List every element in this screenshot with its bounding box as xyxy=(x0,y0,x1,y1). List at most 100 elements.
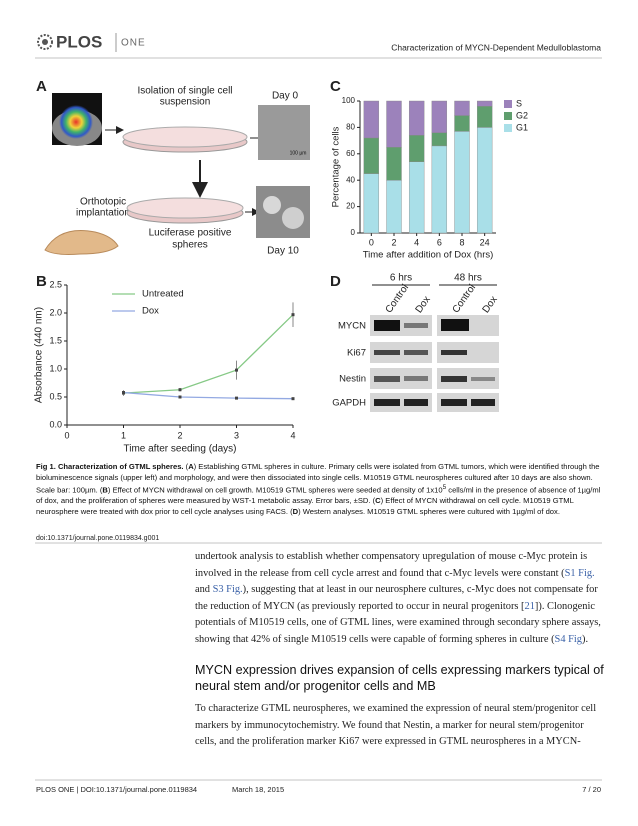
x-tick-label: 2 xyxy=(391,237,396,247)
x-tick-label: 3 xyxy=(234,430,239,440)
lane-label: Control xyxy=(384,283,412,316)
y-tick-label: 40 xyxy=(346,175,355,184)
x-tick-label: 4 xyxy=(290,430,295,440)
legend-swatch xyxy=(504,112,512,120)
legend-label: Untreated xyxy=(142,289,184,300)
x-tick-label: 6 xyxy=(437,237,442,247)
data-point xyxy=(178,395,182,399)
link[interactable]: S4 Fig xyxy=(554,633,582,645)
panel-label: C xyxy=(330,78,341,95)
x-tick-label: 2 xyxy=(177,430,182,440)
x-tick-label: 1 xyxy=(121,430,126,440)
x-tick-label: 0 xyxy=(369,237,374,247)
caption-text: ( xyxy=(183,462,189,471)
legend-swatch xyxy=(504,100,512,108)
footer-citation: PLOS ONE | DOI:10.1371/journal.pone.0119… xyxy=(36,785,197,794)
group-label: 6 hrs xyxy=(390,273,412,284)
y-tick-label: 2.0 xyxy=(49,307,62,317)
bar-segment xyxy=(476,100,493,107)
y-tick-label: 0.5 xyxy=(49,391,62,401)
x-axis-label: Time after seeding (days) xyxy=(123,444,236,455)
panel-label: A xyxy=(36,78,47,95)
panel-label: B xyxy=(36,273,47,290)
legend-label: Dox xyxy=(142,306,159,317)
step-label: Orthotopic xyxy=(80,197,126,208)
footer-date: March 18, 2015 xyxy=(232,785,284,794)
y-tick-label: 60 xyxy=(346,149,355,158)
bar-segment xyxy=(431,132,448,147)
step-label: spheres xyxy=(172,240,208,251)
running-title: Characterization of MYCN-Dependent Medul… xyxy=(391,42,601,52)
y-axis-label: Absorbance (440 nm) xyxy=(34,307,45,403)
bar-segment xyxy=(431,145,448,234)
text: undertook analysis to establish whether … xyxy=(195,551,588,579)
group-label: 48 hrs xyxy=(454,273,482,284)
x-axis-label: Time after addition of Dox (hrs) xyxy=(363,250,494,261)
bar-segment xyxy=(363,100,380,139)
text: ). xyxy=(581,633,589,645)
lane-label: Control xyxy=(451,283,479,316)
panel-label: D xyxy=(330,273,341,290)
bar-segment xyxy=(408,135,425,162)
bar-segment xyxy=(431,100,448,133)
bar-segment xyxy=(476,106,493,128)
figure-caption: Fig 1. Characterization of GTML spheres.… xyxy=(36,462,602,518)
body-paragraph: To characterize GTML neurospheres, we ex… xyxy=(195,703,597,748)
step-label: Isolation of single cell xyxy=(137,86,232,97)
section-heading: MYCN expression drives expansion of cell… xyxy=(195,663,604,693)
x-tick-label: 4 xyxy=(414,237,419,247)
bar-segment xyxy=(476,127,493,234)
bar-segment xyxy=(408,161,425,234)
bar-segment xyxy=(363,137,380,174)
bar-segment xyxy=(454,131,470,234)
bar-segment xyxy=(386,100,402,148)
caption-title: Fig 1. Characterization of GTML spheres. xyxy=(36,462,184,471)
data-point xyxy=(235,368,238,372)
x-tick-label: 24 xyxy=(480,237,490,247)
legend-label: S xyxy=(516,98,522,108)
link[interactable]: S1 Fig. xyxy=(564,567,595,579)
step-label: implantation xyxy=(76,208,130,219)
y-tick-label: 100 xyxy=(342,96,356,105)
data-line xyxy=(123,314,294,394)
y-tick-label: 80 xyxy=(346,123,355,132)
data-point xyxy=(235,396,238,400)
data-point xyxy=(122,391,125,395)
scale-label: 100 µm xyxy=(290,150,307,156)
y-tick-label: 0.0 xyxy=(49,419,62,429)
link[interactable]: 21 xyxy=(524,600,535,612)
day-label: Day 10 xyxy=(267,246,299,257)
row-label: Ki67 xyxy=(347,348,366,359)
legend-label: G1 xyxy=(516,122,528,132)
caption-panel: C xyxy=(375,496,381,506)
step-label: suspension xyxy=(160,97,211,108)
row-label: MYCN xyxy=(338,321,366,332)
bar-segment xyxy=(454,115,470,132)
lane-label: Dox xyxy=(481,294,500,315)
bar-segment xyxy=(386,146,402,181)
text: ), suggesting that at least in our neuro… xyxy=(195,584,598,612)
caption-text: ) Effect of MYCN withdrawal on cell cycl… xyxy=(36,496,574,516)
caption-text: ) Effect of MYCN withdrawal on cell grow… xyxy=(107,485,443,495)
day-label: Day 0 xyxy=(272,91,299,102)
y-tick-label: 2.5 xyxy=(49,279,62,289)
figure-doi: doi:10.1371/journal.pone.0119834.g001 xyxy=(36,535,159,542)
caption-panel: B xyxy=(102,485,108,495)
y-tick-label: 0 xyxy=(351,228,356,237)
western-blot xyxy=(370,284,499,412)
y-tick-label: 1.0 xyxy=(49,363,62,373)
bar-segment xyxy=(454,100,470,116)
caption-panel: D xyxy=(292,506,299,516)
row-label: Nestin xyxy=(339,374,366,385)
footer-page: 7 / 20 xyxy=(582,785,601,794)
text: and xyxy=(195,584,213,596)
body-paragraph: undertook analysis to establish whether … xyxy=(195,549,605,649)
micrograph xyxy=(258,105,310,160)
link[interactable]: S3 Fig. xyxy=(212,584,243,596)
data-point xyxy=(291,397,295,401)
bar-segment xyxy=(363,173,380,234)
mouse xyxy=(44,230,119,255)
data-point xyxy=(178,388,182,392)
